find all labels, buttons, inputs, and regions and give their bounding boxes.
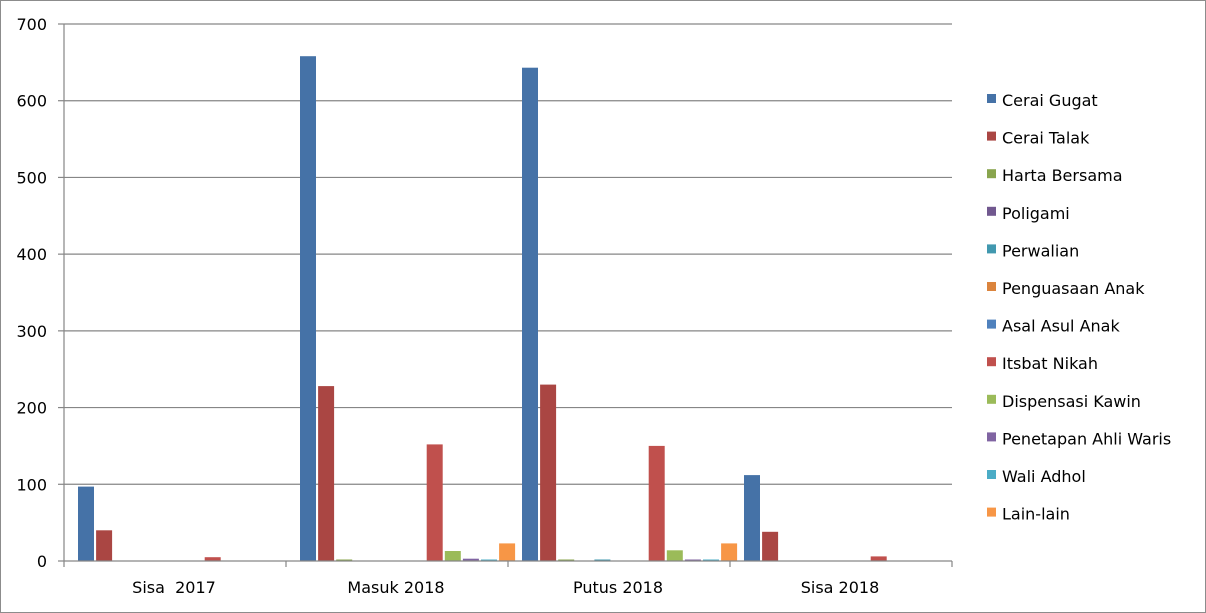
- x-tick-label: Masuk 2018: [347, 578, 444, 597]
- bar: [204, 557, 221, 561]
- bar: [318, 386, 335, 561]
- x-tick-labels: Sisa 2017 Masuk 2018 Putus 2018 Sisa 2018: [132, 578, 879, 597]
- legend-label: Harta Bersama: [1002, 166, 1123, 185]
- legend-label: Wali Adhol: [1002, 467, 1086, 486]
- legend-swatch: [987, 470, 996, 479]
- gridlines: [64, 23, 952, 485]
- legend-item: Asal Asul Anak: [987, 317, 1120, 336]
- legend-item: Penguasaan Anak: [987, 279, 1145, 298]
- legend-item: Lain-lain: [987, 505, 1070, 524]
- legend-label: Dispensasi Kawin: [1002, 392, 1141, 411]
- legend-swatch: [987, 131, 996, 141]
- bar: [96, 530, 113, 561]
- y-tick-label: 0: [37, 552, 47, 571]
- bar: [462, 558, 479, 561]
- legend-label: Penetapan Ahli Waris: [1002, 429, 1171, 448]
- axes: [58, 23, 953, 567]
- bar: [540, 384, 557, 561]
- legend-label: Itsbat Nikah: [1002, 354, 1098, 373]
- y-tick-label: 300: [16, 322, 47, 341]
- bar: [744, 475, 760, 561]
- legend: Cerai Gugat Cerai Talak Harta Bersama Polig…: [987, 91, 1171, 524]
- legend-item: Wali Adhol: [987, 467, 1086, 486]
- y-tick-label: 500: [16, 168, 47, 187]
- bar: [684, 559, 701, 561]
- legend-label: Asal Asul Anak: [1002, 317, 1120, 336]
- legend-item: Dispensasi Kawin: [987, 392, 1141, 411]
- legend-item: Cerai Talak: [987, 129, 1090, 148]
- y-tick-label: 400: [16, 245, 47, 264]
- legend-label: Lain-lain: [1002, 505, 1070, 524]
- legend-swatch: [987, 357, 996, 367]
- y-tick-label: 200: [16, 399, 47, 418]
- legend-swatch: [987, 169, 996, 179]
- bar: [78, 486, 94, 561]
- y-tick-label: 700: [16, 15, 47, 34]
- bar: [721, 543, 738, 561]
- legend-swatch: [987, 94, 996, 103]
- legend-label: Poligami: [1002, 204, 1070, 223]
- bar: [444, 551, 461, 561]
- legend-item: Poligami: [987, 204, 1070, 223]
- bar: [426, 444, 443, 561]
- y-tick-labels: 0 100 200 300 400 500 600 700: [16, 15, 47, 571]
- bar: [522, 67, 538, 561]
- bars: [78, 56, 887, 561]
- legend-label: Cerai Gugat: [1002, 91, 1098, 110]
- bar: [666, 550, 683, 561]
- y-tick-label: 100: [16, 475, 47, 494]
- legend-swatch: [987, 507, 996, 517]
- legend-item: Penetapan Ahli Waris: [987, 429, 1171, 448]
- legend-item: Perwalian: [987, 241, 1079, 260]
- x-tick-label: Sisa 2017: [132, 578, 216, 597]
- bar: [300, 56, 316, 561]
- legend-item: Itsbat Nikah: [987, 354, 1098, 373]
- bar: [558, 559, 575, 561]
- legend-swatch: [987, 244, 996, 254]
- bar: [648, 445, 665, 561]
- legend-swatch: [987, 282, 996, 291]
- legend-item: Cerai Gugat: [987, 91, 1098, 110]
- legend-label: Perwalian: [1002, 241, 1079, 260]
- bar: [481, 559, 497, 561]
- bar: [336, 559, 353, 561]
- legend-swatch: [987, 319, 996, 329]
- x-tick-label: Putus 2018: [573, 578, 663, 597]
- bar: [703, 559, 719, 561]
- x-tick-label: Sisa 2018: [801, 578, 880, 597]
- legend-swatch: [987, 394, 996, 404]
- legend-label: Penguasaan Anak: [1002, 279, 1145, 298]
- legend-item: Harta Bersama: [987, 166, 1123, 185]
- bar: [762, 531, 779, 561]
- legend-swatch: [987, 206, 996, 216]
- bar: [870, 556, 887, 561]
- bar: [499, 543, 516, 561]
- y-tick-label: 600: [16, 92, 47, 111]
- legend-label: Cerai Talak: [1002, 129, 1090, 148]
- bar: [594, 559, 611, 561]
- legend-swatch: [987, 432, 996, 442]
